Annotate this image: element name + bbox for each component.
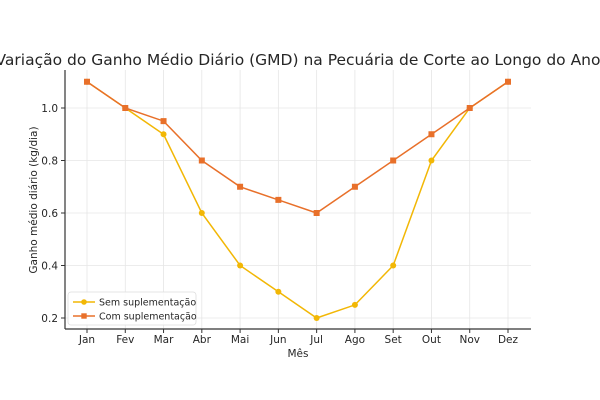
data-point-marker — [198, 210, 205, 216]
series-line — [86, 81, 509, 214]
chart-title: Variação do Ganho Médio Diário (GMD) na … — [0, 51, 600, 69]
y-tick-label: 0.4 — [41, 261, 58, 273]
legend-box — [67, 291, 197, 326]
x-tick-label: Out — [422, 334, 441, 346]
x-tick-label: Abr — [193, 334, 212, 346]
data-point-marker — [351, 183, 358, 190]
y-tick-label: 0.8 — [41, 156, 58, 168]
legend-marker-icon — [81, 313, 87, 319]
data-point-marker — [505, 78, 511, 85]
legend-item-sem-suplementacao: Sem suplementação — [73, 298, 196, 309]
data-point-marker — [122, 105, 129, 111]
data-point-marker — [313, 315, 320, 321]
legend-label: Com suplementação — [99, 312, 197, 323]
legend-item-com-suplementacao: Com suplementação — [73, 312, 197, 323]
data-point-marker — [428, 157, 435, 164]
series-com-suplementacao — [84, 78, 511, 216]
data-point-marker — [160, 118, 167, 125]
x-tick-label: Ago — [345, 334, 365, 346]
x-tick-label: Fev — [116, 334, 134, 346]
grid — [65, 70, 531, 329]
data-point-marker — [275, 196, 282, 203]
x-tick-label: Mar — [154, 334, 174, 346]
y-tick-label: 0.6 — [41, 208, 58, 220]
x-tick-label: Nov — [459, 334, 480, 346]
data-point-marker — [237, 262, 244, 269]
legend-label: Sem suplementação — [99, 298, 196, 309]
data-point-marker — [237, 183, 244, 190]
x-tick-label: Set — [385, 334, 402, 346]
x-tick-label: Jul — [309, 334, 323, 346]
data-point-marker — [313, 210, 320, 216]
y-axis-label: Ganho médio diário (kg/dia) — [28, 126, 40, 273]
axes — [64, 70, 531, 330]
data-point-marker — [351, 301, 358, 308]
data-point-marker — [390, 262, 397, 269]
y-axis-ticks: 0.2 0.4 0.6 0.8 1.0 — [41, 103, 65, 325]
series-line — [86, 81, 509, 319]
data-point-marker — [275, 288, 282, 295]
x-tick-label: Jan — [78, 334, 95, 346]
x-tick-label: Mai — [231, 334, 249, 346]
legend: Sem suplementação Com suplementação — [67, 291, 197, 326]
x-axis-label: Mês — [288, 348, 309, 360]
y-tick-label: 0.2 — [41, 313, 58, 325]
x-axis-ticks: Jan Fev Mar Abr Mai Jun Jul Ago Set Out Nov Dez — [78, 329, 519, 346]
data-point-marker — [428, 131, 435, 138]
data-point-marker — [84, 78, 90, 85]
y-tick-label: 1.0 — [41, 103, 58, 115]
data-point-marker — [160, 131, 167, 138]
legend-marker-icon — [81, 299, 87, 305]
x-tick-label: Jun — [269, 334, 286, 346]
series-group — [84, 78, 511, 321]
data-point-marker — [198, 157, 205, 164]
data-point-marker — [390, 157, 397, 164]
data-point-marker — [466, 105, 473, 111]
x-tick-label: Dez — [498, 334, 519, 346]
